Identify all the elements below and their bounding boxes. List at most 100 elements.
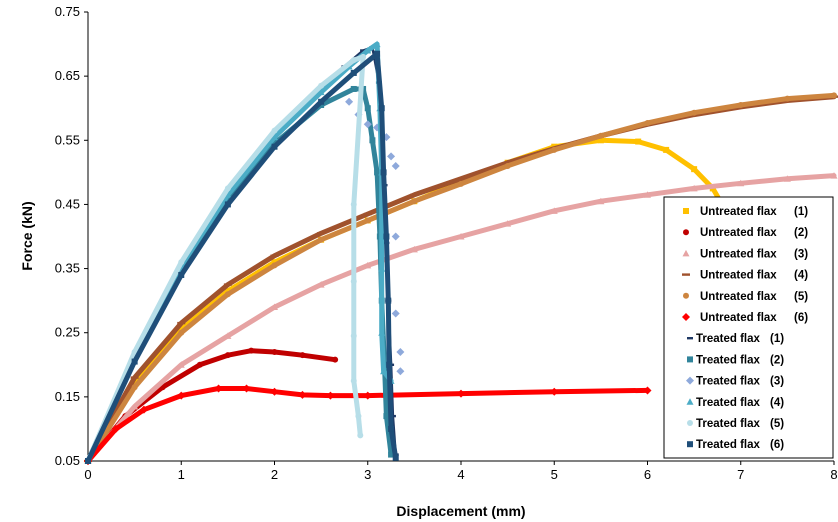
data-point [363, 120, 372, 129]
legend-box [663, 196, 834, 459]
data-point [691, 109, 698, 116]
data-point [177, 321, 186, 325]
data-point [691, 166, 698, 173]
data-point [369, 137, 376, 144]
x-tick-label: 3 [364, 467, 371, 482]
legend-marker [682, 273, 690, 276]
data-point [224, 288, 231, 295]
legend-marker [687, 337, 693, 340]
data-point [326, 391, 335, 400]
legend-number: (6) [770, 439, 784, 451]
data-point [242, 384, 251, 393]
legend-number: (3) [794, 248, 808, 260]
legend-marker [683, 208, 689, 214]
data-point [131, 348, 138, 355]
data-point [391, 232, 400, 241]
data-point [831, 92, 837, 99]
data-point [363, 212, 372, 216]
series-untreated-flax-6 [84, 384, 652, 465]
data-point [111, 424, 120, 433]
data-point [388, 425, 395, 432]
data-point [385, 297, 392, 304]
x-tick-label: 5 [551, 467, 558, 482]
legend-number: (5) [794, 291, 808, 303]
legend-marker [687, 356, 693, 363]
data-point [784, 95, 791, 102]
data-point [457, 389, 465, 398]
plot-area [84, 40, 838, 465]
data-point [318, 82, 325, 89]
legend-label: Untreated flax [700, 227, 777, 239]
legend-label: Treated flax [696, 439, 761, 451]
data-point [177, 361, 185, 368]
data-point [271, 348, 278, 355]
series-untreated-flax-1 [85, 137, 726, 464]
legend-number: (5) [770, 418, 784, 430]
data-point [350, 332, 357, 339]
data-point [663, 146, 670, 153]
data-point [350, 85, 357, 92]
data-point [597, 197, 605, 205]
x-tick-label: 7 [737, 467, 744, 482]
data-point [644, 119, 651, 126]
x-tick-labels: 0 1 2 3 4 5 6 7 8 [84, 461, 838, 482]
data-point [270, 387, 279, 396]
data-point [378, 105, 385, 112]
series-line [85, 41, 394, 464]
data-point [318, 98, 325, 105]
data-point [271, 262, 278, 269]
x-tick-label: 4 [457, 467, 464, 482]
data-point [350, 69, 357, 76]
data-point [223, 283, 232, 286]
legend-number: (4) [794, 270, 808, 282]
legend-label: Treated flax [696, 397, 761, 409]
legend-number: (4) [770, 397, 784, 409]
y-tick-label: 0.25 [55, 325, 80, 340]
y-tick-label: 0.05 [55, 453, 80, 468]
data-point [85, 458, 91, 464]
data-point [457, 233, 465, 240]
data-point [635, 138, 642, 145]
data-point [396, 347, 405, 356]
legend-marker [682, 249, 690, 257]
y-tick-label: 0.75 [55, 4, 80, 19]
series-treated-flax-5 [85, 53, 367, 464]
data-point [224, 332, 232, 339]
x-tick-label: 6 [644, 467, 651, 482]
data-point [131, 402, 139, 410]
data-point [391, 309, 400, 318]
data-point [380, 169, 387, 176]
series-line [86, 46, 397, 463]
data-point [224, 185, 231, 192]
data-point [410, 193, 419, 197]
data-point [248, 347, 255, 354]
data-point [378, 265, 386, 272]
data-point [224, 291, 231, 298]
data-point [271, 133, 278, 141]
data-point [378, 329, 386, 336]
data-point [139, 405, 148, 414]
data-point [177, 391, 186, 400]
y-axis-title: Force (kN) [19, 201, 35, 270]
data-point [317, 88, 325, 96]
data-point [363, 391, 372, 400]
data-point [504, 162, 511, 169]
series-line [85, 137, 725, 464]
data-point [644, 191, 651, 198]
legend-number: (3) [770, 376, 784, 388]
data-point [350, 278, 357, 285]
legend-number: (1) [794, 206, 808, 218]
data-point [271, 259, 278, 266]
data-point [178, 271, 185, 278]
legend-label: Treated flax [696, 418, 761, 430]
data-point [360, 49, 367, 52]
data-point [178, 259, 185, 266]
x-axis-title: Displacement (mm) [396, 503, 525, 519]
data-point [391, 161, 400, 170]
data-point [373, 40, 381, 48]
data-point [299, 352, 306, 359]
legend-label: Untreated flax [700, 248, 777, 260]
data-point [131, 358, 138, 365]
legend-label: Untreated flax [700, 270, 777, 282]
data-point [364, 105, 371, 112]
